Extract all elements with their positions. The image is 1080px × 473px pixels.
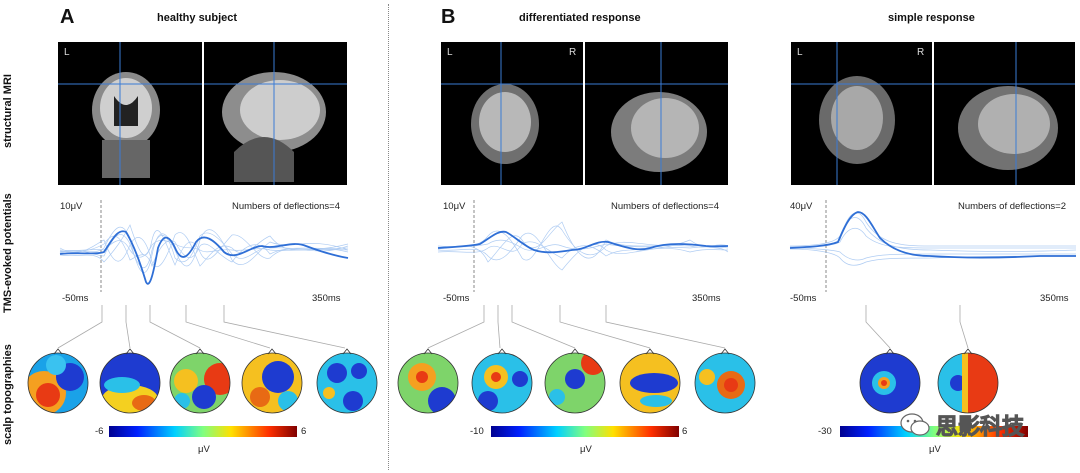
panel-title-simple: simple response	[888, 12, 975, 24]
panel-title-differentiated: differentiated response	[519, 12, 641, 24]
topo-c-1	[859, 348, 921, 414]
colorbar-a-min: -6	[95, 426, 104, 437]
colorbar-b-max: 6	[682, 426, 688, 437]
colorbar-c-unit: μV	[929, 444, 941, 455]
mri-right-label-b: R	[569, 47, 577, 58]
topo-b-5	[694, 348, 756, 414]
topo-b-1	[397, 348, 459, 414]
colorbar-a-max: 6	[301, 426, 307, 437]
watermark: 思影科技	[900, 408, 1060, 442]
mri-sagittal-b-image	[585, 42, 728, 185]
wechat-icon	[900, 413, 930, 436]
tep-deflections-a: Numbers of deflections=4	[232, 201, 340, 212]
tep-end-a: 350ms	[312, 293, 341, 304]
mri-left-label-b: L	[447, 47, 453, 58]
colorbar-b-unit: μV	[580, 444, 592, 455]
mri-coronal-c: L R	[791, 42, 932, 185]
tep-scale-b: 10μV	[443, 201, 466, 212]
topo-connectors	[57, 305, 969, 349]
topo-c-2	[937, 348, 999, 414]
tep-scale-c: 40μV	[790, 201, 813, 212]
tep-trace-mean-b	[437, 230, 729, 254]
mri-coronal-b: L R	[441, 42, 583, 185]
tep-deflections-b: Numbers of deflections=4	[611, 201, 719, 212]
tep-end-b: 350ms	[692, 293, 721, 304]
mri-coronal-a-image	[58, 42, 202, 185]
panel-letter-a: A	[60, 6, 75, 28]
mri-coronal-a: L	[58, 42, 202, 185]
mri-sagittal-c-image	[934, 42, 1075, 185]
topo-b-4	[619, 348, 681, 414]
topo-b-3	[544, 348, 606, 414]
tep-end-c: 350ms	[1040, 293, 1069, 304]
tep-start-b: -50ms	[443, 293, 470, 304]
topo-a-2	[99, 348, 161, 414]
tep-trace-mean-a	[59, 230, 349, 285]
colorbar-b	[491, 426, 679, 437]
colorbar-a	[109, 426, 297, 437]
colorbar-c	[840, 426, 1028, 437]
colorbar-a-unit: μV	[198, 444, 210, 455]
watermark-text: 思影科技	[935, 415, 1025, 441]
topo-a-3	[169, 348, 231, 414]
topo-b-2	[471, 348, 533, 414]
topo-a-1	[27, 348, 89, 414]
tep-start-a: -50ms	[62, 293, 89, 304]
panel-title-healthy: healthy subject	[157, 12, 238, 24]
mri-left-label-c: L	[797, 47, 803, 58]
topo-a-4	[241, 348, 303, 414]
mri-sagittal-a: R	[204, 42, 347, 185]
mri-sagittal-a-image	[204, 42, 347, 185]
tep-scale-a: 10μV	[60, 201, 83, 212]
tep-trace-mean-c	[789, 211, 1076, 259]
panel-divider	[388, 4, 389, 470]
tep-trace-bundle-b	[437, 221, 729, 271]
colorbar-c-min: -30	[818, 426, 832, 437]
tep-deflections-c: Numbers of deflections=2	[958, 201, 1066, 212]
colorbar-b-min: -10	[470, 426, 484, 437]
mri-coronal-c-image	[791, 42, 932, 185]
mri-sagittal-b	[585, 42, 728, 185]
mri-coronal-b-image	[441, 42, 583, 185]
mri-sagittal-c	[934, 42, 1075, 185]
tep-start-c: -50ms	[790, 293, 817, 304]
mri-left-label: L	[64, 47, 70, 58]
topo-a-5	[316, 348, 378, 414]
panel-letter-b: B	[441, 6, 456, 28]
mri-right-label-c: R	[917, 47, 925, 58]
